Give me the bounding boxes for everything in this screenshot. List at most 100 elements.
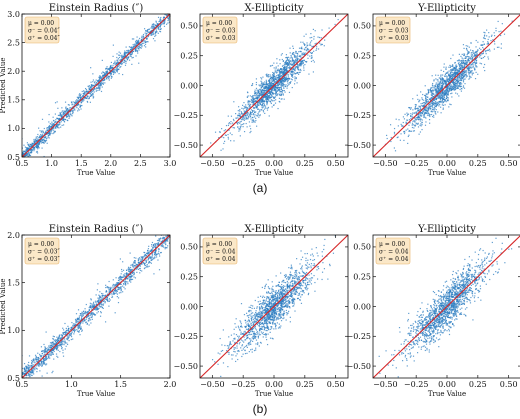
scatter-point bbox=[55, 119, 57, 121]
scatter-point bbox=[90, 95, 92, 97]
scatter-point bbox=[313, 61, 315, 63]
scatter-point bbox=[247, 114, 249, 116]
scatter-point bbox=[425, 121, 427, 123]
scatter-point bbox=[65, 110, 67, 112]
scatter-point bbox=[440, 95, 442, 97]
scatter-point bbox=[468, 66, 470, 68]
scatter-point bbox=[457, 84, 459, 87]
scatter-point bbox=[44, 140, 46, 142]
scatter-point bbox=[436, 79, 438, 81]
scatter-point bbox=[124, 59, 126, 61]
scatter-point bbox=[35, 136, 37, 138]
scatter-point bbox=[43, 353, 45, 355]
scatter-point bbox=[145, 46, 147, 48]
scatter-point bbox=[237, 117, 239, 119]
scatter-point bbox=[268, 79, 270, 81]
scatter-point bbox=[153, 27, 155, 29]
scatter-point bbox=[469, 77, 471, 79]
scatter-point bbox=[279, 80, 282, 82]
scatter-point bbox=[258, 94, 260, 96]
scatter-point bbox=[54, 126, 56, 129]
scatter-point bbox=[457, 68, 459, 71]
scatter-point bbox=[125, 51, 127, 53]
scatter-point bbox=[467, 65, 469, 67]
scatter-point bbox=[101, 81, 103, 83]
scatter-point bbox=[284, 61, 286, 64]
scatter-point bbox=[275, 85, 277, 87]
scatter-point bbox=[295, 77, 297, 79]
scatter-point bbox=[413, 127, 415, 129]
scatter-point bbox=[268, 87, 270, 89]
scatter-point bbox=[65, 114, 67, 117]
scatter-point bbox=[104, 302, 106, 304]
scatter-point bbox=[263, 95, 266, 97]
scatter-point bbox=[68, 115, 70, 117]
scatter-point bbox=[500, 34, 502, 37]
scatter-point bbox=[101, 59, 103, 61]
scatter-point bbox=[466, 75, 469, 77]
scatter-point bbox=[59, 343, 61, 345]
scatter-point bbox=[36, 145, 38, 147]
scatter-point bbox=[140, 42, 142, 44]
scatter-point bbox=[430, 91, 432, 94]
scatter-point bbox=[425, 97, 427, 99]
scatter-point bbox=[464, 83, 466, 85]
scatter-point bbox=[411, 116, 413, 118]
scatter-point bbox=[409, 108, 412, 110]
scatter-point bbox=[104, 74, 107, 76]
scatter-point bbox=[85, 89, 88, 91]
scatter-point bbox=[233, 119, 235, 122]
scatter-point bbox=[480, 63, 483, 65]
scatter-point bbox=[61, 348, 63, 350]
scatter-point bbox=[112, 66, 114, 68]
scatter-point bbox=[117, 65, 119, 68]
scatter-point bbox=[334, 23, 336, 26]
scatter-point bbox=[269, 97, 271, 99]
scatter-point bbox=[414, 119, 416, 121]
scatter-point bbox=[297, 67, 299, 70]
scatter-point bbox=[286, 57, 289, 59]
scatter-point bbox=[421, 119, 423, 121]
scatter-point bbox=[218, 137, 220, 139]
scatter-point bbox=[453, 76, 455, 78]
scatter-point bbox=[423, 101, 426, 104]
scatter-point bbox=[169, 6, 170, 7]
scatter-point bbox=[303, 48, 305, 50]
scatter-point bbox=[427, 108, 429, 110]
scatter-point bbox=[257, 112, 259, 115]
scatter-point bbox=[61, 116, 63, 118]
scatter-point bbox=[440, 85, 442, 87]
scatter-point bbox=[459, 60, 461, 62]
scatter-point bbox=[252, 96, 254, 98]
scatter-point bbox=[277, 107, 279, 110]
scatter-point bbox=[160, 24, 162, 26]
scatter-point bbox=[453, 81, 455, 83]
scatter-point bbox=[277, 89, 279, 91]
scatter-point bbox=[437, 83, 439, 85]
scatter-point bbox=[438, 105, 440, 107]
panel-1: 0.5 1.0 1.5 2.0 2.5 3.00.51.01.52.02.53.0Eins… bbox=[0, 3, 176, 177]
scatter-point bbox=[77, 103, 80, 105]
scatter-point bbox=[276, 84, 278, 87]
scatter-point bbox=[429, 114, 431, 116]
scatter-point bbox=[450, 69, 452, 71]
scatter-point bbox=[283, 65, 286, 67]
scatter-point bbox=[43, 155, 45, 157]
scatter-point bbox=[90, 67, 92, 69]
scatter-point bbox=[432, 108, 434, 111]
scatter-point bbox=[84, 92, 86, 94]
scatter-point bbox=[52, 343, 54, 345]
scatter-point bbox=[283, 72, 285, 74]
scatter-point bbox=[154, 33, 156, 35]
scatter-point bbox=[157, 16, 160, 19]
scatter-point bbox=[466, 55, 468, 58]
scatter-point bbox=[452, 69, 454, 71]
scatter-point bbox=[279, 73, 282, 75]
scatter-point bbox=[87, 91, 89, 93]
scatter-point bbox=[269, 91, 271, 93]
scatter-point bbox=[61, 110, 63, 112]
scatter-point bbox=[454, 79, 457, 81]
scatter-point bbox=[461, 79, 463, 82]
scatter-point bbox=[35, 144, 37, 146]
scatter-point bbox=[288, 91, 291, 94]
